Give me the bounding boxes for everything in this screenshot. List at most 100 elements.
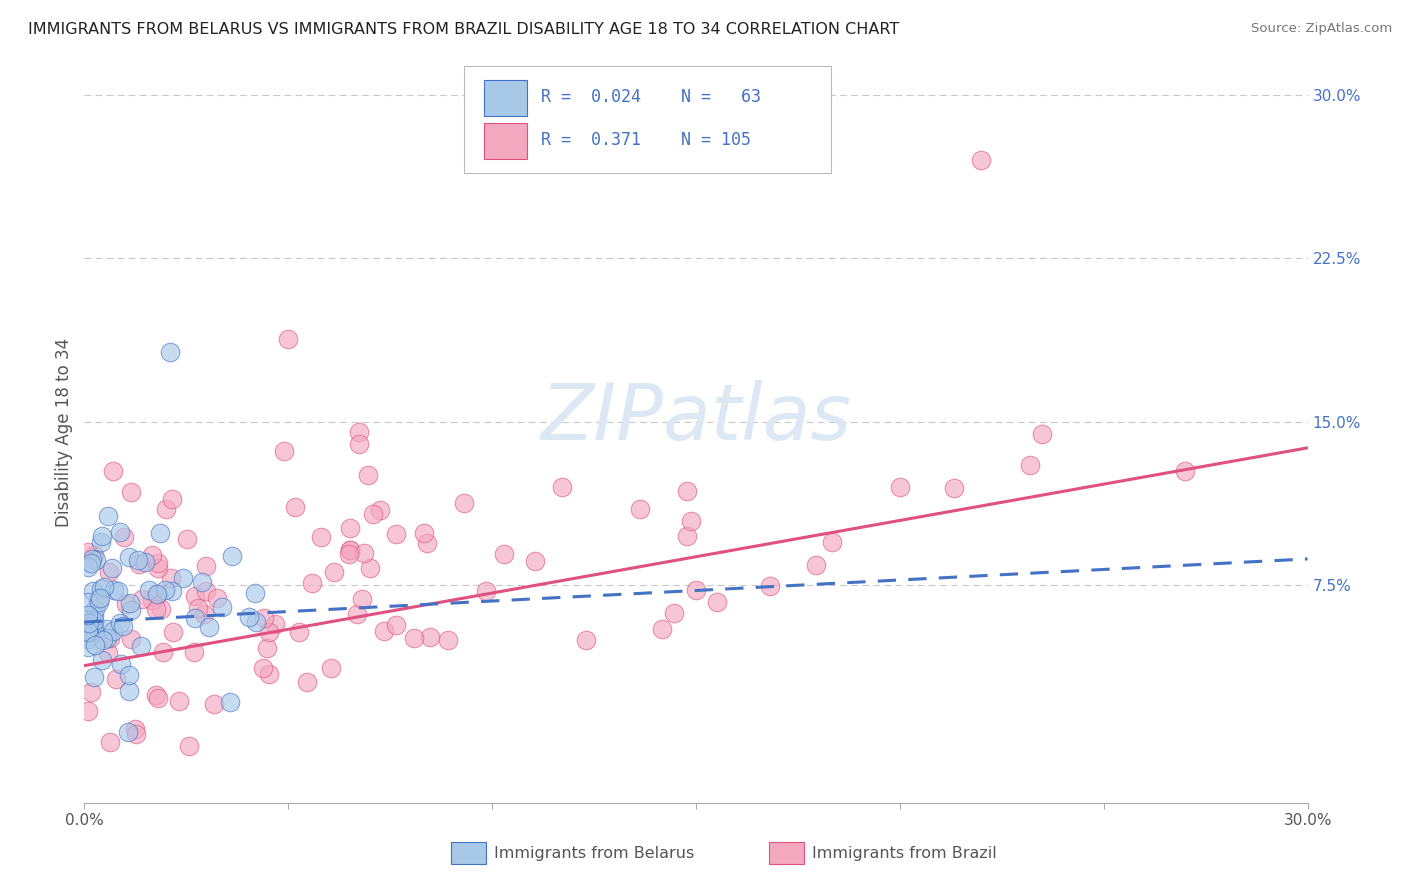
Point bbox=[152, 644, 174, 658]
Point bbox=[685, 583, 707, 598]
Point bbox=[630, 501, 652, 516]
Point bbox=[359, 560, 381, 574]
Point bbox=[110, 615, 132, 630]
Point bbox=[98, 566, 121, 580]
Point bbox=[146, 588, 169, 602]
Point bbox=[120, 603, 142, 617]
Point bbox=[1174, 464, 1197, 478]
Point bbox=[146, 556, 169, 570]
Point bbox=[77, 632, 100, 647]
Point bbox=[120, 485, 142, 500]
Point bbox=[77, 640, 100, 654]
Point bbox=[676, 484, 699, 499]
Point bbox=[184, 590, 207, 604]
Point bbox=[83, 549, 105, 563]
Point bbox=[664, 607, 686, 621]
Point bbox=[120, 632, 142, 646]
Point bbox=[706, 595, 728, 609]
Point bbox=[98, 735, 121, 749]
Point bbox=[284, 500, 307, 514]
Point bbox=[253, 611, 276, 625]
Point bbox=[416, 535, 439, 549]
Point bbox=[101, 464, 124, 478]
Point bbox=[80, 551, 103, 566]
Point bbox=[79, 624, 101, 639]
Point bbox=[89, 591, 111, 606]
Point bbox=[83, 670, 105, 684]
Point bbox=[146, 561, 169, 575]
Point bbox=[84, 624, 107, 639]
Point bbox=[90, 534, 112, 549]
Point bbox=[91, 529, 114, 543]
Point bbox=[93, 581, 115, 595]
Point bbox=[295, 675, 318, 690]
Point bbox=[183, 645, 205, 659]
Point bbox=[87, 595, 110, 609]
Point bbox=[96, 622, 118, 636]
Point bbox=[651, 622, 673, 636]
Point bbox=[259, 667, 281, 681]
Point bbox=[404, 631, 426, 645]
Point bbox=[352, 592, 374, 607]
Point bbox=[943, 482, 966, 496]
Point bbox=[187, 600, 209, 615]
Point bbox=[83, 608, 105, 623]
Point bbox=[101, 624, 124, 638]
Point bbox=[245, 615, 267, 629]
Point bbox=[970, 153, 993, 168]
Text: IMMIGRANTS FROM BELARUS VS IMMIGRANTS FROM BRAZIL DISABILITY AGE 18 TO 34 CORREL: IMMIGRANTS FROM BELARUS VS IMMIGRANTS FR… bbox=[28, 22, 900, 37]
Point bbox=[193, 607, 215, 621]
Point bbox=[117, 725, 139, 739]
Point bbox=[256, 641, 278, 656]
Point bbox=[150, 602, 173, 616]
Point bbox=[159, 345, 181, 359]
Point bbox=[77, 616, 100, 631]
Point bbox=[141, 548, 163, 562]
Point bbox=[129, 639, 152, 653]
Point bbox=[339, 521, 361, 535]
Point bbox=[194, 558, 217, 573]
Point bbox=[301, 576, 323, 591]
Point bbox=[125, 727, 148, 741]
Point bbox=[252, 661, 274, 675]
Point bbox=[112, 530, 135, 544]
Point bbox=[221, 549, 243, 564]
Point bbox=[101, 561, 124, 575]
Point bbox=[77, 607, 100, 622]
Point bbox=[160, 492, 183, 507]
FancyBboxPatch shape bbox=[484, 123, 527, 159]
Point bbox=[141, 592, 163, 607]
Point bbox=[194, 583, 217, 598]
Point bbox=[183, 611, 205, 625]
Point bbox=[804, 558, 827, 572]
Point bbox=[339, 543, 361, 558]
Point bbox=[160, 584, 183, 599]
Point bbox=[131, 591, 153, 606]
Point bbox=[97, 509, 120, 524]
Point bbox=[1031, 427, 1053, 442]
Point bbox=[288, 624, 311, 639]
Point bbox=[437, 633, 460, 648]
Point bbox=[361, 507, 384, 521]
FancyBboxPatch shape bbox=[769, 842, 804, 864]
Text: Source: ZipAtlas.com: Source: ZipAtlas.com bbox=[1251, 22, 1392, 36]
Point bbox=[346, 607, 368, 622]
Point bbox=[273, 444, 295, 458]
Point bbox=[176, 532, 198, 546]
Point bbox=[107, 584, 129, 599]
Point bbox=[575, 633, 598, 648]
Point bbox=[419, 630, 441, 644]
Point bbox=[97, 646, 120, 660]
Point bbox=[162, 625, 184, 640]
Point bbox=[105, 673, 128, 687]
FancyBboxPatch shape bbox=[464, 66, 831, 173]
Point bbox=[494, 548, 516, 562]
Point bbox=[112, 618, 135, 632]
Point bbox=[277, 332, 299, 346]
Text: Immigrants from Belarus: Immigrants from Belarus bbox=[494, 846, 695, 861]
Point bbox=[91, 653, 114, 667]
Point bbox=[339, 543, 361, 558]
Point bbox=[453, 496, 475, 510]
Point bbox=[103, 582, 125, 597]
FancyBboxPatch shape bbox=[484, 80, 527, 116]
